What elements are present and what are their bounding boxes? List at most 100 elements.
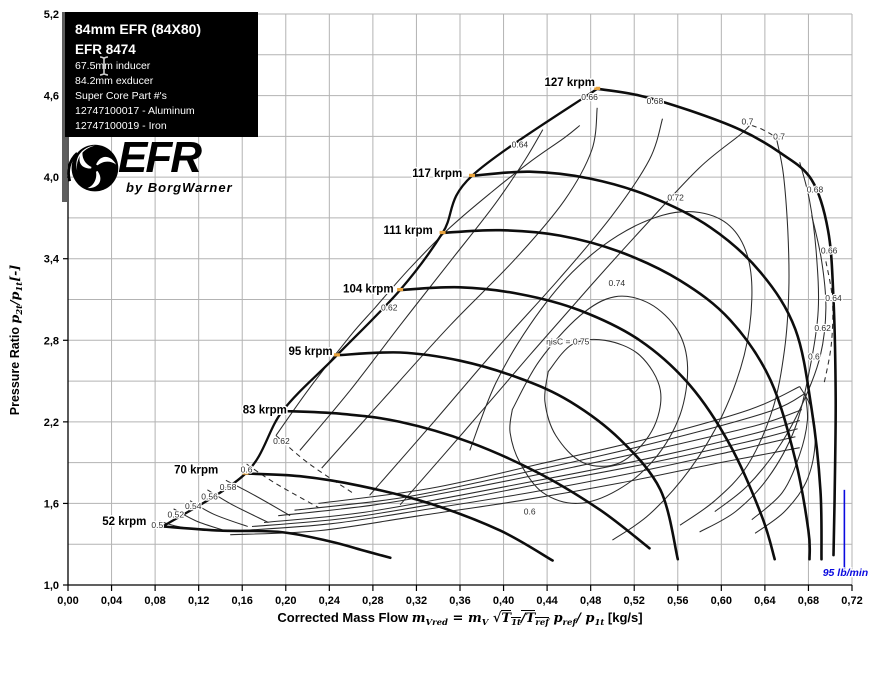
y-axis-title: Pressure Ratio p2t/p1t[-] [7, 265, 25, 416]
speed-label-104000: 104 krpm [343, 284, 394, 296]
part-number-iron: 12747100019 - Iron [75, 120, 167, 132]
efficiency-label: 0.72 [667, 193, 684, 203]
surge-marker [242, 471, 249, 475]
surge-marker [594, 86, 601, 90]
x-tick-label: 0,36 [449, 595, 470, 607]
x-tick-label: 0,52 [624, 595, 645, 607]
x-axis-title-prefix: Corrected Mass Flow [277, 610, 409, 625]
efficiency-contour-0.68 [699, 162, 820, 533]
surge-marker [468, 173, 475, 177]
efficiency-contour-0.6 [294, 392, 806, 511]
surge-marker [279, 408, 286, 413]
efficiency-label: 0.6 [808, 352, 820, 362]
text-cursor-icon [99, 56, 109, 76]
title-box: 84mm EFR (84X80) EFR 8474 67.5mm inducer… [65, 12, 258, 137]
y-tick-label: 3,4 [44, 254, 60, 266]
efficiency-contour-0.52 [173, 508, 225, 532]
x-tick-label: 0,60 [711, 595, 732, 607]
y-tick-label: 2,8 [44, 335, 59, 347]
surge-marker [439, 230, 446, 235]
speed-label-83000: 83 krpm [243, 405, 287, 417]
y-axis-title-formula: p2t/p1t[-] [7, 264, 25, 324]
efficiency-label: 0.62 [381, 303, 398, 313]
y-tick-label: 1,6 [44, 498, 59, 510]
speed-lines [161, 86, 838, 562]
speed-line-95000 [335, 351, 680, 561]
max-flow-label: 95 lb/min [823, 567, 869, 579]
efficiency-contour-0.74 [509, 295, 689, 504]
efficiency-label: 0.62 [814, 323, 831, 333]
borgwarner-logo-text: by BorgWarner [126, 180, 233, 195]
inducer-spec: 67.5mm inducer [75, 60, 151, 72]
efficiency-label: 0.68 [807, 184, 824, 194]
part-numbers-heading: Super Core Part #'s [75, 90, 167, 102]
efficiency-label: 0.68 [647, 96, 664, 106]
x-tick-label: 0,68 [798, 595, 819, 607]
efficiency-contour-0.66 [321, 107, 598, 469]
x-tick-label: 0,04 [101, 595, 123, 607]
efficiency-contour-0.58 [278, 409, 803, 517]
efficiency-contour-0.56 [207, 489, 269, 523]
speed-label-127000: 127 krpm [545, 77, 596, 89]
efr-logo-text: EFR [118, 133, 202, 182]
efficiency-contour-0.5 [230, 447, 800, 536]
x-tick-label: 0,20 [275, 595, 296, 607]
surge-marker [397, 287, 404, 292]
speed-line-111000 [441, 228, 812, 561]
speed-line-104000 [398, 285, 776, 561]
speed-label-111000: 111 krpm [384, 225, 433, 237]
x-tick-label: 0,48 [580, 595, 601, 607]
speed-label-117000: 117 krpm [412, 168, 462, 180]
efficiency-contour-0.66 [714, 215, 827, 513]
efficiency-label: 0.64 [825, 293, 842, 303]
x-tick-label: 0,44 [536, 595, 558, 607]
efficiency-label: 0.6 [241, 464, 253, 474]
y-tick-label: 2,2 [44, 417, 59, 429]
compressor-wheel-swirl-icon [67, 144, 119, 192]
efficiency-label: ηisC = 0.75 [546, 337, 590, 347]
speed-line-83000 [281, 409, 651, 550]
x-tick-label: 0,24 [319, 595, 341, 607]
efficiency-contours [159, 107, 834, 541]
efficiency-label: 0.56 [201, 492, 218, 502]
x-tick-label: 0,40 [493, 595, 514, 607]
exducer-spec: 84.2mm exducer [75, 75, 154, 87]
speed-line-127000 [595, 87, 838, 557]
speed-label-95000: 95 krpm [288, 346, 332, 358]
efficiency-label: 0.5 [151, 520, 163, 530]
map-subtitle: EFR 8474 [75, 42, 136, 57]
y-tick-label: 1,0 [44, 580, 59, 592]
y-axis-title-prefix: Pressure Ratio [8, 327, 22, 416]
x-axis-title-formula: mVred = mV √T1t/Tref pref/ p1t [411, 610, 605, 628]
x-axis-title-units: [kg/s] [607, 610, 643, 625]
efficiency-label: 0.66 [821, 246, 838, 256]
efficiency-contour-0.64 [299, 129, 544, 451]
efficiency-contour-0.54 [251, 428, 798, 528]
efficiency-contour-0.7 [679, 140, 790, 526]
efficiency-label: 0.52 [168, 509, 185, 519]
efficiency-label: 0.66 [581, 92, 598, 102]
x-tick-label: 0,12 [188, 595, 209, 607]
surge-marker [333, 353, 340, 357]
efficiency-label: 0.58 [220, 482, 237, 492]
efficiency-contour-0.52 [239, 436, 796, 532]
y-tick-label: 4,6 [44, 91, 59, 103]
speed-line-70000 [244, 472, 554, 562]
speed-label-70000: 70 krpm [174, 464, 218, 476]
x-tick-label: 0,56 [667, 595, 688, 607]
efficiency-contour-0.7 [399, 125, 750, 506]
efficiency-label: 0.6 [524, 507, 536, 517]
efficiency-contour-0.54 [189, 500, 248, 527]
y-tick-label: 4,0 [44, 172, 59, 184]
speed-line-52000 [161, 525, 392, 560]
part-number-aluminum: 12747100017 - Aluminum [75, 105, 195, 117]
x-tick-label: 0,00 [57, 595, 78, 607]
efficiency-contour-0.62 [275, 435, 353, 494]
x-axis-title: Corrected Mass Flow mVred = mV √T1t/Tref… [68, 610, 852, 628]
efficiency-contour-0.58 [225, 479, 291, 517]
efficiency-label: 0.7 [773, 131, 785, 141]
map-title: 84mm EFR (84X80) [75, 21, 202, 37]
y-tick-label: 5,2 [44, 9, 59, 21]
